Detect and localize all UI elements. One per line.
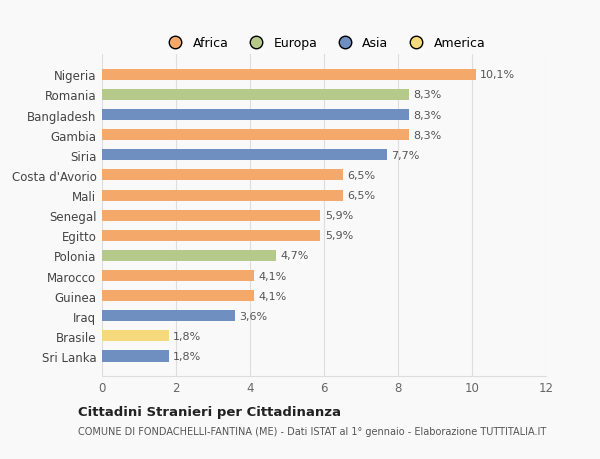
Bar	[102, 210, 320, 221]
Bar	[102, 311, 235, 322]
Text: Cittadini Stranieri per Cittadinanza: Cittadini Stranieri per Cittadinanza	[78, 405, 341, 419]
Bar	[102, 250, 276, 262]
Bar	[102, 230, 320, 241]
Text: 6,5%: 6,5%	[347, 171, 375, 180]
Bar	[102, 270, 254, 281]
Text: 7,7%: 7,7%	[391, 151, 420, 161]
Legend: Africa, Europa, Asia, America: Africa, Europa, Asia, America	[158, 33, 490, 56]
Text: 8,3%: 8,3%	[413, 130, 442, 140]
Bar	[102, 90, 409, 101]
Text: 8,3%: 8,3%	[413, 90, 442, 100]
Text: 10,1%: 10,1%	[480, 70, 515, 80]
Bar	[102, 330, 169, 341]
Text: 1,8%: 1,8%	[173, 351, 201, 361]
Bar	[102, 70, 476, 81]
Text: 4,7%: 4,7%	[280, 251, 309, 261]
Text: 3,6%: 3,6%	[239, 311, 268, 321]
Bar	[102, 190, 343, 201]
Text: 8,3%: 8,3%	[413, 110, 442, 120]
Bar	[102, 170, 343, 181]
Text: 4,1%: 4,1%	[258, 291, 286, 301]
Text: COMUNE DI FONDACHELLI-FANTINA (ME) - Dati ISTAT al 1° gennaio - Elaborazione TUT: COMUNE DI FONDACHELLI-FANTINA (ME) - Dat…	[78, 426, 546, 436]
Text: 5,9%: 5,9%	[325, 231, 353, 241]
Bar	[102, 130, 409, 141]
Bar	[102, 150, 387, 161]
Bar	[102, 291, 254, 302]
Text: 4,1%: 4,1%	[258, 271, 286, 281]
Text: 5,9%: 5,9%	[325, 211, 353, 221]
Text: 6,5%: 6,5%	[347, 190, 375, 201]
Bar	[102, 351, 169, 362]
Bar	[102, 110, 409, 121]
Text: 1,8%: 1,8%	[173, 331, 201, 341]
